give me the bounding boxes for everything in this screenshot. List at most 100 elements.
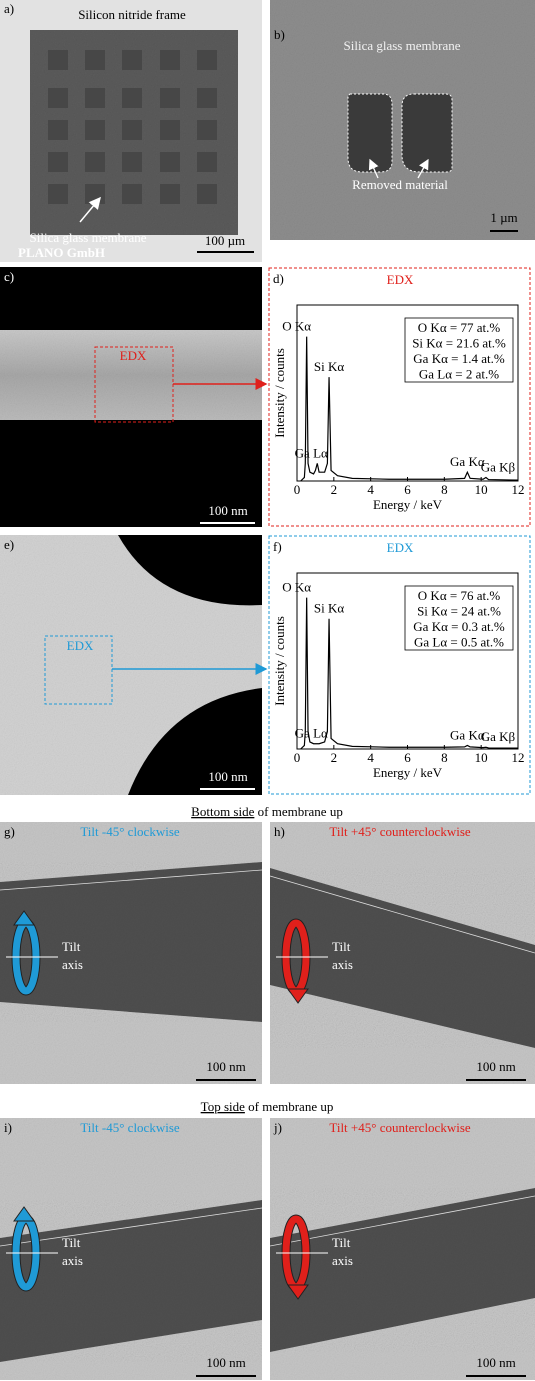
panel-j: Tilt axis j) Tilt +45° counterclockwise 100 … [269,1118,535,1380]
frame-window [48,184,68,204]
panel-label: c) [4,269,14,284]
x-axis-label: Energy / keV [373,497,443,512]
frame-window [85,184,105,204]
scale-label: 100 nm [208,503,247,518]
panel-b: b) Silica glass membrane Removed materia… [270,0,535,240]
membrane-band [0,1200,262,1362]
axis-label: axis [62,957,83,972]
removed-region [401,93,453,173]
axis-label: axis [62,1253,83,1268]
composition-box [404,585,514,651]
tilt-arrowhead [287,988,309,1004]
frame-window [122,88,142,108]
panel-label: i) [4,1120,12,1135]
frame-window [85,50,105,70]
panel-g: Tilt axis g) Tilt -45° clockwise 100 nm [0,822,263,1084]
x-tick-label: 10 [475,482,488,497]
chart-frame [268,535,531,795]
x-tick-label: 0 [294,482,301,497]
frame-window [197,120,217,140]
frame-window [48,88,68,108]
peak-label: Ga Kβ [481,729,516,744]
panel-label: j) [273,1120,282,1135]
x-tick-label: 8 [441,750,448,765]
panel-label: g) [4,824,15,839]
panel-title: Silicon nitride frame [78,7,186,22]
scale-label: 1 µm [490,210,517,225]
frame-window [197,88,217,108]
vacuum-region [118,535,262,606]
scale-label: 100 nm [476,1059,515,1074]
edx-charts: d) EDX 0 2 4 6 8 10 12 Energy / keV Intensity / co… [268,267,531,795]
frame-window [48,50,68,70]
edx-region [44,635,113,705]
frame-window [122,152,142,172]
tilt-arrowhead [287,1284,309,1300]
membrane-band [0,862,262,1022]
caption-rest: of membrane up [248,1099,333,1114]
scale-label: 100 µm [205,233,245,248]
peak-label: Ga Kα [450,727,485,742]
edge-line [0,1207,263,1247]
panel-label: f) [273,539,282,554]
annotation: Removed material [352,177,448,192]
panel-label: e) [4,537,14,552]
composition-box [404,317,514,383]
pointer-arrow [417,158,429,179]
x-tick-label: 8 [441,482,448,497]
scale-label: 100 nm [208,769,247,784]
composition-entry: Ga Kα = 0.3 at.% [413,619,505,634]
peak-label: Si Kα [314,359,344,374]
frame-window [160,88,180,108]
scale-label: 100 nm [206,1355,245,1370]
panel-label: a) [4,1,14,16]
edx-chart: d) EDX 0 2 4 6 8 10 12 Energy / keV Intensity / co… [268,267,531,527]
chart-title: EDX [387,272,414,287]
tilt-arrowhead [13,910,35,926]
frame-window [197,152,217,172]
axis-label: Tilt [332,1235,351,1250]
axis-label: Tilt [62,1235,81,1250]
x-tick-label: 12 [512,750,525,765]
frame-window [85,88,105,108]
edge-line [0,869,263,891]
peak-label: O Kα [282,580,311,595]
frame-window [122,184,142,204]
edge-line [269,875,535,954]
composition-entry: Ga Lα = 0.5 at.% [414,634,504,649]
panel-label: d) [273,271,284,286]
axis-label: Tilt [332,939,351,954]
composition-entry: Si Kα = 24 at.% [417,603,501,618]
caption-rest: of membrane up [258,804,343,819]
x-tick-label: 4 [367,750,374,765]
box-label: EDX [67,638,94,653]
peak-label: Ga Kα [450,454,485,469]
composition-entry: Ga Lα = 2 at.% [419,366,499,381]
tilt-title: Tilt +45° counterclockwise [329,824,471,839]
panel-label: b) [274,27,285,42]
tilt-panels: Tilt axis g) Tilt -45° clockwise 100 nm Tilt a… [0,822,535,1380]
panel-c: c) EDX 100 nm [0,267,268,527]
frame-window [197,50,217,70]
x-tick-label: 4 [367,482,374,497]
composition-entry: O Kα = 77 at.% [418,320,501,335]
pointer-arrow [368,158,379,179]
composition-entry: O Kα = 76 at.% [418,588,501,603]
frame-window [85,120,105,140]
x-tick-label: 6 [404,750,411,765]
frame-window [197,184,217,204]
section-caption: Bottom side of membrane up [191,804,343,819]
axis-label: axis [332,957,353,972]
pointer-arrow [79,196,101,223]
membrane-band [270,1188,535,1352]
panel-i: Tilt axis i) Tilt -45° clockwise 100 nm [0,1118,263,1380]
panel-a: a) Silicon nitride frame Silica glass me… [0,0,262,262]
peak-label: O Kα [282,319,311,334]
frame-window [48,152,68,172]
tilt-title: Tilt -45° clockwise [80,824,180,839]
tilt-title: Tilt -45° clockwise [80,1120,180,1135]
removed-region [347,93,393,173]
panel-e: e) EDX 100 nm [0,535,268,795]
peak-label: Ga Lα [295,445,328,460]
